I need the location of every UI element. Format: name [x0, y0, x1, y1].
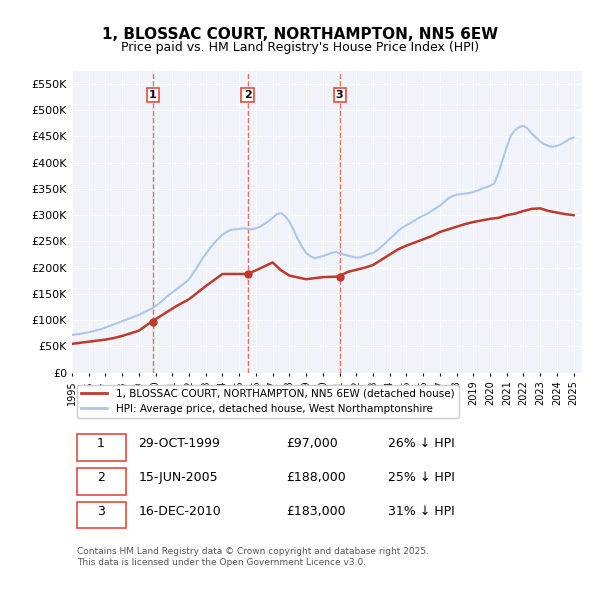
Text: 3: 3	[336, 90, 343, 100]
Text: £97,000: £97,000	[286, 437, 338, 450]
Text: 1, BLOSSAC COURT, NORTHAMPTON, NN5 6EW: 1, BLOSSAC COURT, NORTHAMPTON, NN5 6EW	[102, 27, 498, 41]
Text: 2: 2	[244, 90, 251, 100]
Text: 25% ↓ HPI: 25% ↓ HPI	[388, 471, 455, 484]
Text: Contains HM Land Registry data © Crown copyright and database right 2025.
This d: Contains HM Land Registry data © Crown c…	[77, 548, 429, 567]
Text: 26% ↓ HPI: 26% ↓ HPI	[388, 437, 455, 450]
Text: 1: 1	[149, 90, 157, 100]
Text: 2: 2	[97, 471, 105, 484]
Text: 3: 3	[97, 504, 105, 517]
Text: 16-DEC-2010: 16-DEC-2010	[139, 504, 221, 517]
FancyBboxPatch shape	[77, 434, 125, 461]
FancyBboxPatch shape	[77, 502, 125, 529]
Text: 31% ↓ HPI: 31% ↓ HPI	[388, 504, 455, 517]
Text: Price paid vs. HM Land Registry's House Price Index (HPI): Price paid vs. HM Land Registry's House …	[121, 41, 479, 54]
FancyBboxPatch shape	[77, 468, 125, 494]
Text: 1: 1	[97, 437, 105, 450]
Text: £188,000: £188,000	[286, 471, 346, 484]
Text: £183,000: £183,000	[286, 504, 346, 517]
Text: 29-OCT-1999: 29-OCT-1999	[139, 437, 220, 450]
Legend: 1, BLOSSAC COURT, NORTHAMPTON, NN5 6EW (detached house), HPI: Average price, det: 1, BLOSSAC COURT, NORTHAMPTON, NN5 6EW (…	[77, 385, 458, 418]
Text: 15-JUN-2005: 15-JUN-2005	[139, 471, 218, 484]
